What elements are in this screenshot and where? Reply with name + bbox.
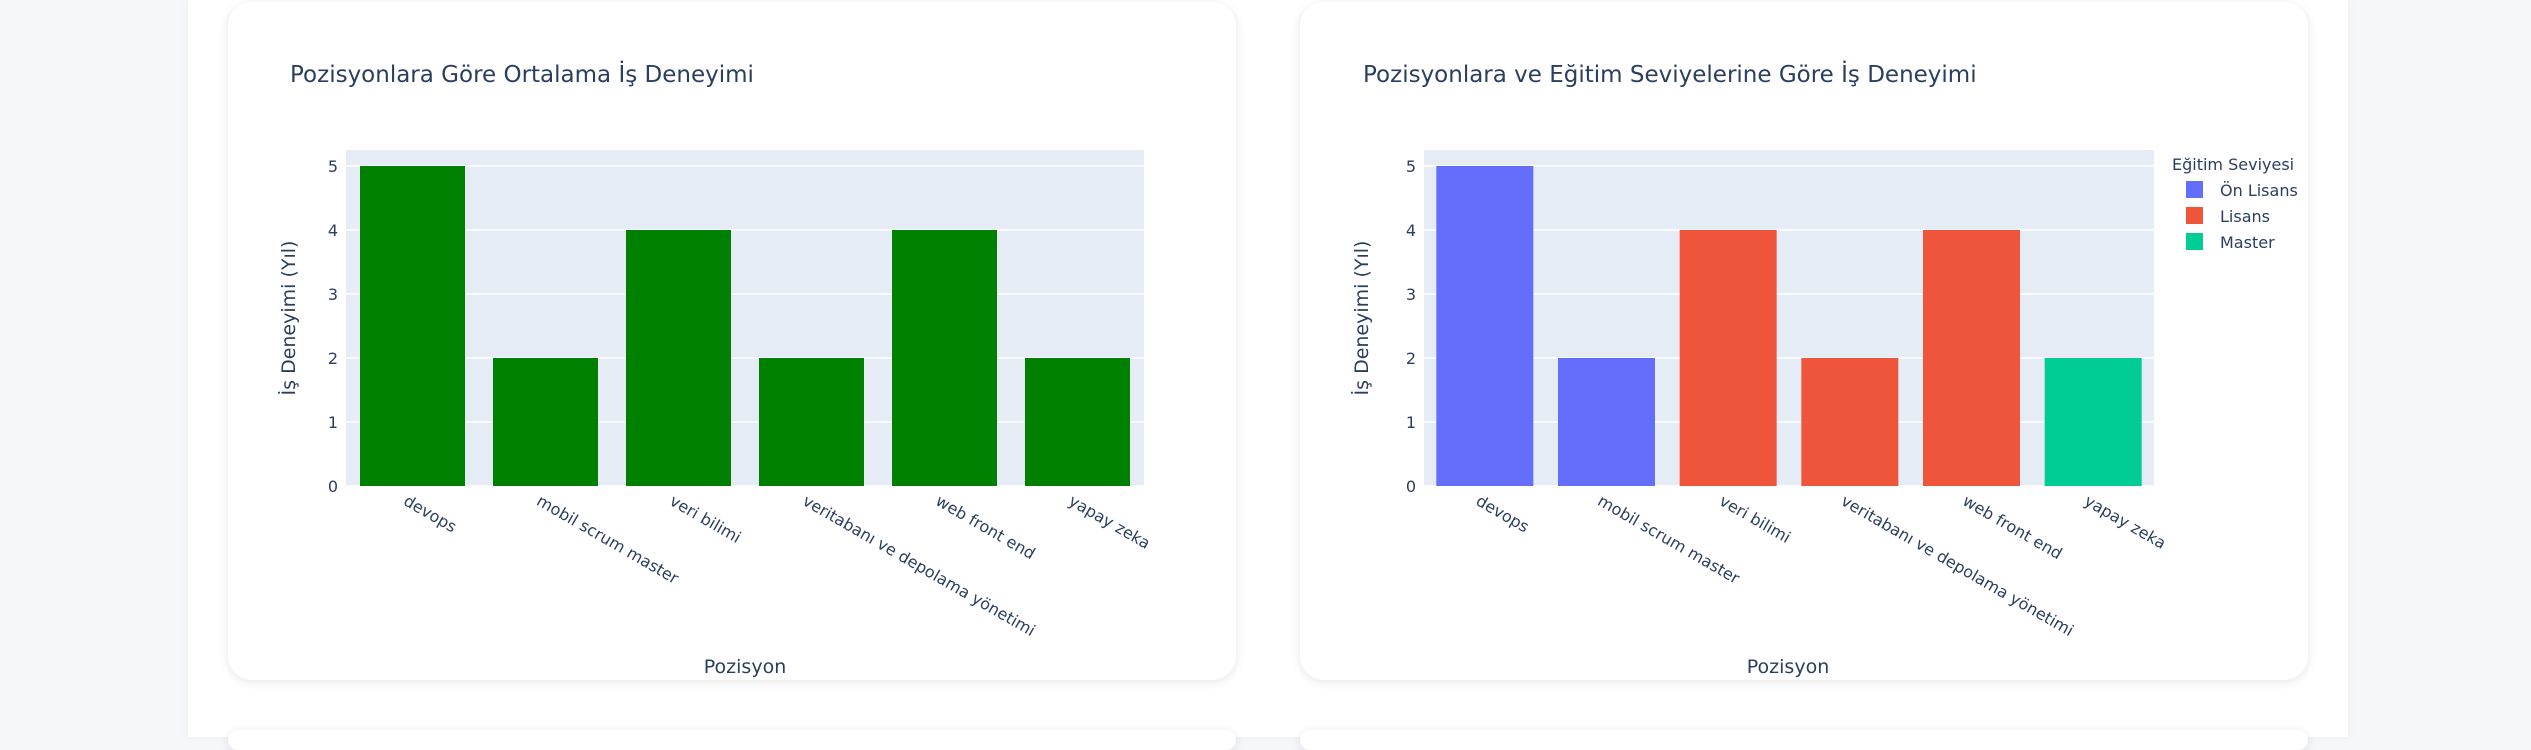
- y-tick-label: 0: [1406, 477, 1416, 496]
- y-tick-label: 3: [328, 285, 338, 304]
- legend-item-label: Lisans: [2220, 207, 2270, 226]
- y-tick-label: 1: [1406, 413, 1416, 432]
- y-tick-label: 5: [328, 157, 338, 176]
- x-tick-label: web front end: [933, 491, 1039, 563]
- chart-title: Pozisyonlara Göre Ortalama İş Deneyimi: [290, 60, 754, 88]
- bar-yapay-zeka: [1025, 358, 1130, 486]
- bar-veri-bilimi: [626, 230, 731, 486]
- plot-area: [346, 150, 1144, 486]
- x-tick-label: devops: [1473, 491, 1533, 536]
- x-tick-label: mobil scrum master: [534, 491, 683, 588]
- bar-veri-bilimi: [1679, 230, 1777, 486]
- x-axis-title: Pozisyon: [704, 656, 786, 678]
- bar-chart-average-experience: Pozisyonlara Göre Ortalama İş Deneyimi 0 1…: [277, 60, 1154, 678]
- y-tick-label: 2: [1406, 349, 1416, 368]
- x-tick-label: web front end: [1960, 491, 2066, 563]
- x-tick-label: veri bilimi: [667, 491, 745, 547]
- y-tick-label: 4: [1406, 221, 1416, 240]
- legend-title: Eğitim Seviyesi: [2172, 155, 2294, 174]
- x-tick-label: yapay zeka: [2081, 491, 2169, 553]
- x-tick-label: veri bilimi: [1716, 491, 1794, 547]
- y-tick-label: 0: [328, 477, 338, 496]
- legend: Eğitim Seviyesi Ön Lisans Lisans Master: [2172, 155, 2298, 252]
- bar-yapay-zeka: [2044, 358, 2142, 486]
- bar-mobil-scrum-master: [493, 358, 598, 486]
- bar-devops: [360, 166, 465, 486]
- y-axis-title: İş Deneyimi (Yıl): [1350, 241, 1373, 396]
- x-tick-label: veritabanı ve depolama yönetimi: [800, 491, 1039, 640]
- x-tick-label: yapay zeka: [1066, 491, 1154, 553]
- bar-web-front-end: [892, 230, 997, 486]
- y-axis-title: İş Deneyimi (Yıl): [277, 241, 300, 396]
- plot-area: [1424, 150, 2154, 486]
- legend-item-label: Master: [2220, 233, 2275, 252]
- y-tick-label: 1: [328, 413, 338, 432]
- y-tick-label: 5: [1406, 157, 1416, 176]
- bar-mobil-scrum-master: [1558, 358, 1655, 486]
- chart-title: Pozisyonlara ve Eğitim Seviyelerine Göre…: [1363, 60, 1977, 88]
- legend-swatch: [2186, 181, 2203, 198]
- x-tick-label: veritabanı ve depolama yönetimi: [1838, 491, 2077, 640]
- bar-web-front-end: [1923, 230, 2020, 486]
- y-tick-label: 2: [328, 349, 338, 368]
- y-tick-label: 4: [328, 221, 338, 240]
- x-axis-title: Pozisyon: [1747, 656, 1829, 678]
- legend-item-label: Ön Lisans: [2220, 181, 2298, 200]
- legend-swatch: [2186, 207, 2203, 224]
- y-tick-label: 3: [1406, 285, 1416, 304]
- bar-veritabanı-ve-depolama-yönetimi: [759, 358, 864, 486]
- bar-devops: [1436, 166, 1534, 486]
- x-tick-label: devops: [401, 491, 461, 536]
- legend-swatch: [2186, 233, 2203, 250]
- bar-veritabanı-ve-depolama-yönetimi: [1801, 358, 1899, 486]
- bar-chart-experience-by-education: Pozisyonlara ve Eğitim Seviyelerine Göre…: [1350, 60, 2298, 678]
